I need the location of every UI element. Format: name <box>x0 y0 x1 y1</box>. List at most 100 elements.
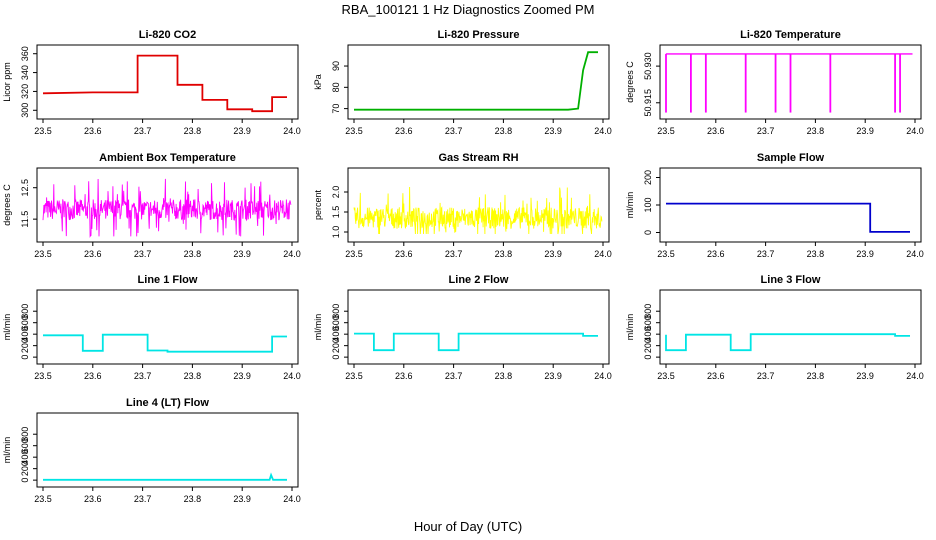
x-tick-label: 24.0 <box>906 126 924 136</box>
figure-title: RBA_100121 1 Hz Diagnostics Zoomed PM <box>342 2 595 17</box>
x-tick-label: 23.5 <box>345 249 363 259</box>
x-tick-label: 24.0 <box>594 371 612 381</box>
x-tick-label: 23.6 <box>84 249 102 259</box>
panel-pressure: Li-820 Pressure kPa 23.5 23.6 23.7 23.8 23.9 24… <box>313 29 612 136</box>
y-tick-label: 50.930 <box>643 52 653 80</box>
y-tick-label: 400 <box>20 327 30 342</box>
y-tick-label: 600 <box>643 315 653 330</box>
x-tick-label: 23.6 <box>84 126 102 136</box>
x-tick-label: 23.7 <box>757 249 775 259</box>
x-tick-label: 23.8 <box>184 371 202 381</box>
x-tick-label: 23.8 <box>807 371 825 381</box>
plot-frame <box>347 289 610 365</box>
x-tick-label: 23.9 <box>544 249 562 259</box>
y-tick-label: 0 <box>643 355 653 360</box>
x-tick-label: 23.9 <box>233 494 251 504</box>
plot-frame <box>36 412 299 488</box>
series-line <box>43 472 287 481</box>
x-tick-label: 23.7 <box>757 126 775 136</box>
x-tick-label: 24.0 <box>906 371 924 381</box>
x-tick-label: 23.8 <box>184 126 202 136</box>
x-tick-label: 23.7 <box>134 249 152 259</box>
x-tick-label: 23.7 <box>445 371 463 381</box>
y-tick-label: 100 <box>643 197 653 212</box>
y-axis-label: ml/min <box>2 437 12 464</box>
y-axis-label: percent <box>313 189 323 220</box>
y-axis-label: degrees C <box>2 184 12 226</box>
y-tick-label: 1.5 <box>331 206 341 219</box>
panel-title: Ambient Box Temperature <box>99 152 236 164</box>
panel-line1: Line 1 Flow ml/min 23.5 23.6 23.7 23.8 23.9 24.… <box>2 274 301 381</box>
x-tick-label: 23.9 <box>856 126 874 136</box>
series-line <box>42 178 292 238</box>
x-tick-label: 24.0 <box>283 249 301 259</box>
x-tick-label: 23.9 <box>544 371 562 381</box>
panel-line4: Line 4 (LT) Flow ml/min 23.5 23.6 23.7 23.8 23… <box>2 397 301 504</box>
panel-title: Gas Stream RH <box>438 152 518 164</box>
y-axis-label: ml/min <box>625 192 635 219</box>
panel-licor_temp: Li-820 Temperature degrees C 23.5 23.6 23.7 2… <box>625 29 924 136</box>
x-tick-label: 24.0 <box>283 494 301 504</box>
x-tick-label: 23.7 <box>134 494 152 504</box>
y-tick-label: 200 <box>20 461 30 476</box>
plot-frame <box>659 289 922 365</box>
y-tick-label: 340 <box>20 65 30 80</box>
y-tick-label: 0 <box>331 355 341 360</box>
x-tick-label: 23.6 <box>395 371 413 381</box>
plot-frame <box>659 167 922 243</box>
x-tick-label: 23.7 <box>445 249 463 259</box>
x-tick-label: 23.7 <box>757 371 775 381</box>
x-tick-label: 23.7 <box>134 126 152 136</box>
y-tick-label: 1.0 <box>331 226 341 239</box>
y-tick-label: 400 <box>20 450 30 465</box>
x-tick-label: 23.7 <box>445 126 463 136</box>
x-tick-label: 23.9 <box>233 249 251 259</box>
plot-frame <box>36 167 299 243</box>
panel-grid: Li-820 CO2 Licor ppm 23.5 23.6 23.7 23.8 23.9 2… <box>2 29 924 504</box>
y-axis-label: Licor ppm <box>2 62 12 102</box>
panel-line2: Line 2 Flow ml/min 23.5 23.6 23.7 23.8 23.9 24.… <box>313 274 612 381</box>
x-tick-label: 23.5 <box>34 494 52 504</box>
y-axis-label: ml/min <box>2 314 12 341</box>
y-tick-label: 600 <box>20 438 30 453</box>
x-tick-label: 23.8 <box>495 371 513 381</box>
y-tick-label: 800 <box>331 304 341 319</box>
panel-title: Li-820 CO2 <box>139 29 196 41</box>
y-tick-label: 11.5 <box>20 211 30 228</box>
y-axis-label: degrees C <box>625 61 635 103</box>
x-tick-label: 24.0 <box>906 249 924 259</box>
x-tick-label: 24.0 <box>594 249 612 259</box>
series-line <box>43 333 287 353</box>
y-tick-label: 90 <box>331 61 341 71</box>
plot-frame <box>347 167 610 243</box>
x-tick-label: 23.5 <box>34 249 52 259</box>
x-tick-label: 24.0 <box>594 126 612 136</box>
x-tick-label: 23.5 <box>34 126 52 136</box>
x-tick-label: 23.5 <box>34 371 52 381</box>
y-tick-label: 200 <box>643 170 653 185</box>
x-tick-label: 23.5 <box>657 126 675 136</box>
y-tick-label: 400 <box>643 327 653 342</box>
y-tick-label: 70 <box>331 104 341 114</box>
x-tick-label: 23.6 <box>84 371 102 381</box>
y-tick-label: 2.0 <box>331 186 341 199</box>
y-tick-label: 400 <box>331 327 341 342</box>
x-tick-label: 23.8 <box>495 249 513 259</box>
x-tick-label: 23.6 <box>707 371 725 381</box>
panel-line3: Line 3 Flow ml/min 23.5 23.6 23.7 23.8 23.9 24.… <box>625 274 924 381</box>
x-tick-label: 23.6 <box>707 249 725 259</box>
y-tick-label: 800 <box>20 304 30 319</box>
series-line <box>665 333 910 352</box>
x-tick-label: 23.9 <box>544 126 562 136</box>
plot-frame <box>347 44 610 120</box>
y-tick-label: 200 <box>643 338 653 353</box>
x-tick-label: 23.7 <box>134 371 152 381</box>
plot-frame <box>659 44 922 120</box>
y-tick-label: 0 <box>643 230 653 235</box>
panel-title: Line 4 (LT) Flow <box>126 397 209 409</box>
panel-title: Li-820 Temperature <box>740 29 841 41</box>
y-tick-label: 600 <box>20 315 30 330</box>
panel-ambient_box: Ambient Box Temperature degrees C 23.5 23.6… <box>2 152 301 259</box>
x-tick-label: 23.6 <box>707 126 725 136</box>
